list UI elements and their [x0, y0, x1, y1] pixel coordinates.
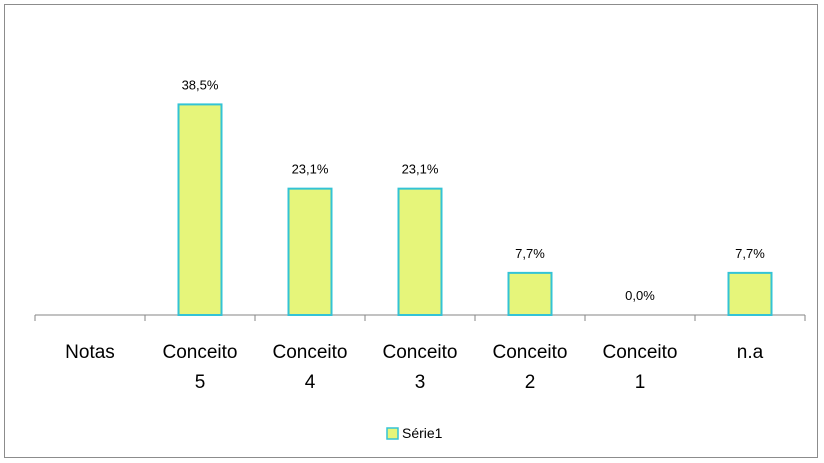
x-tick-label: Conceito 5: [163, 342, 238, 393]
x-tick-label: Notas: [65, 342, 115, 363]
data-label: 23,1%: [402, 162, 439, 177]
x-tick-label: Conceito 4: [273, 342, 348, 393]
x-tick-label: Conceito 2: [493, 342, 568, 393]
data-label: 7,7%: [515, 246, 545, 261]
data-label: 23,1%: [292, 162, 329, 177]
bar-conceito-3: [397, 187, 443, 317]
data-label: 38,5%: [182, 77, 219, 92]
legend-label: Série1: [402, 425, 443, 441]
legend-swatch: [386, 427, 399, 440]
bar-conceito-4: [287, 187, 333, 317]
bar-n-a: [727, 271, 773, 317]
x-tick-label: Conceito 1: [603, 342, 678, 393]
x-tick-label: Conceito 3: [383, 342, 458, 393]
data-label: 7,7%: [735, 246, 765, 261]
x-tick-label: n.a: [737, 342, 764, 363]
bar-conceito-5: [177, 103, 223, 316]
data-label: 0,0%: [625, 288, 655, 303]
legend: Série1: [386, 425, 443, 441]
bar-conceito-2: [507, 271, 553, 317]
